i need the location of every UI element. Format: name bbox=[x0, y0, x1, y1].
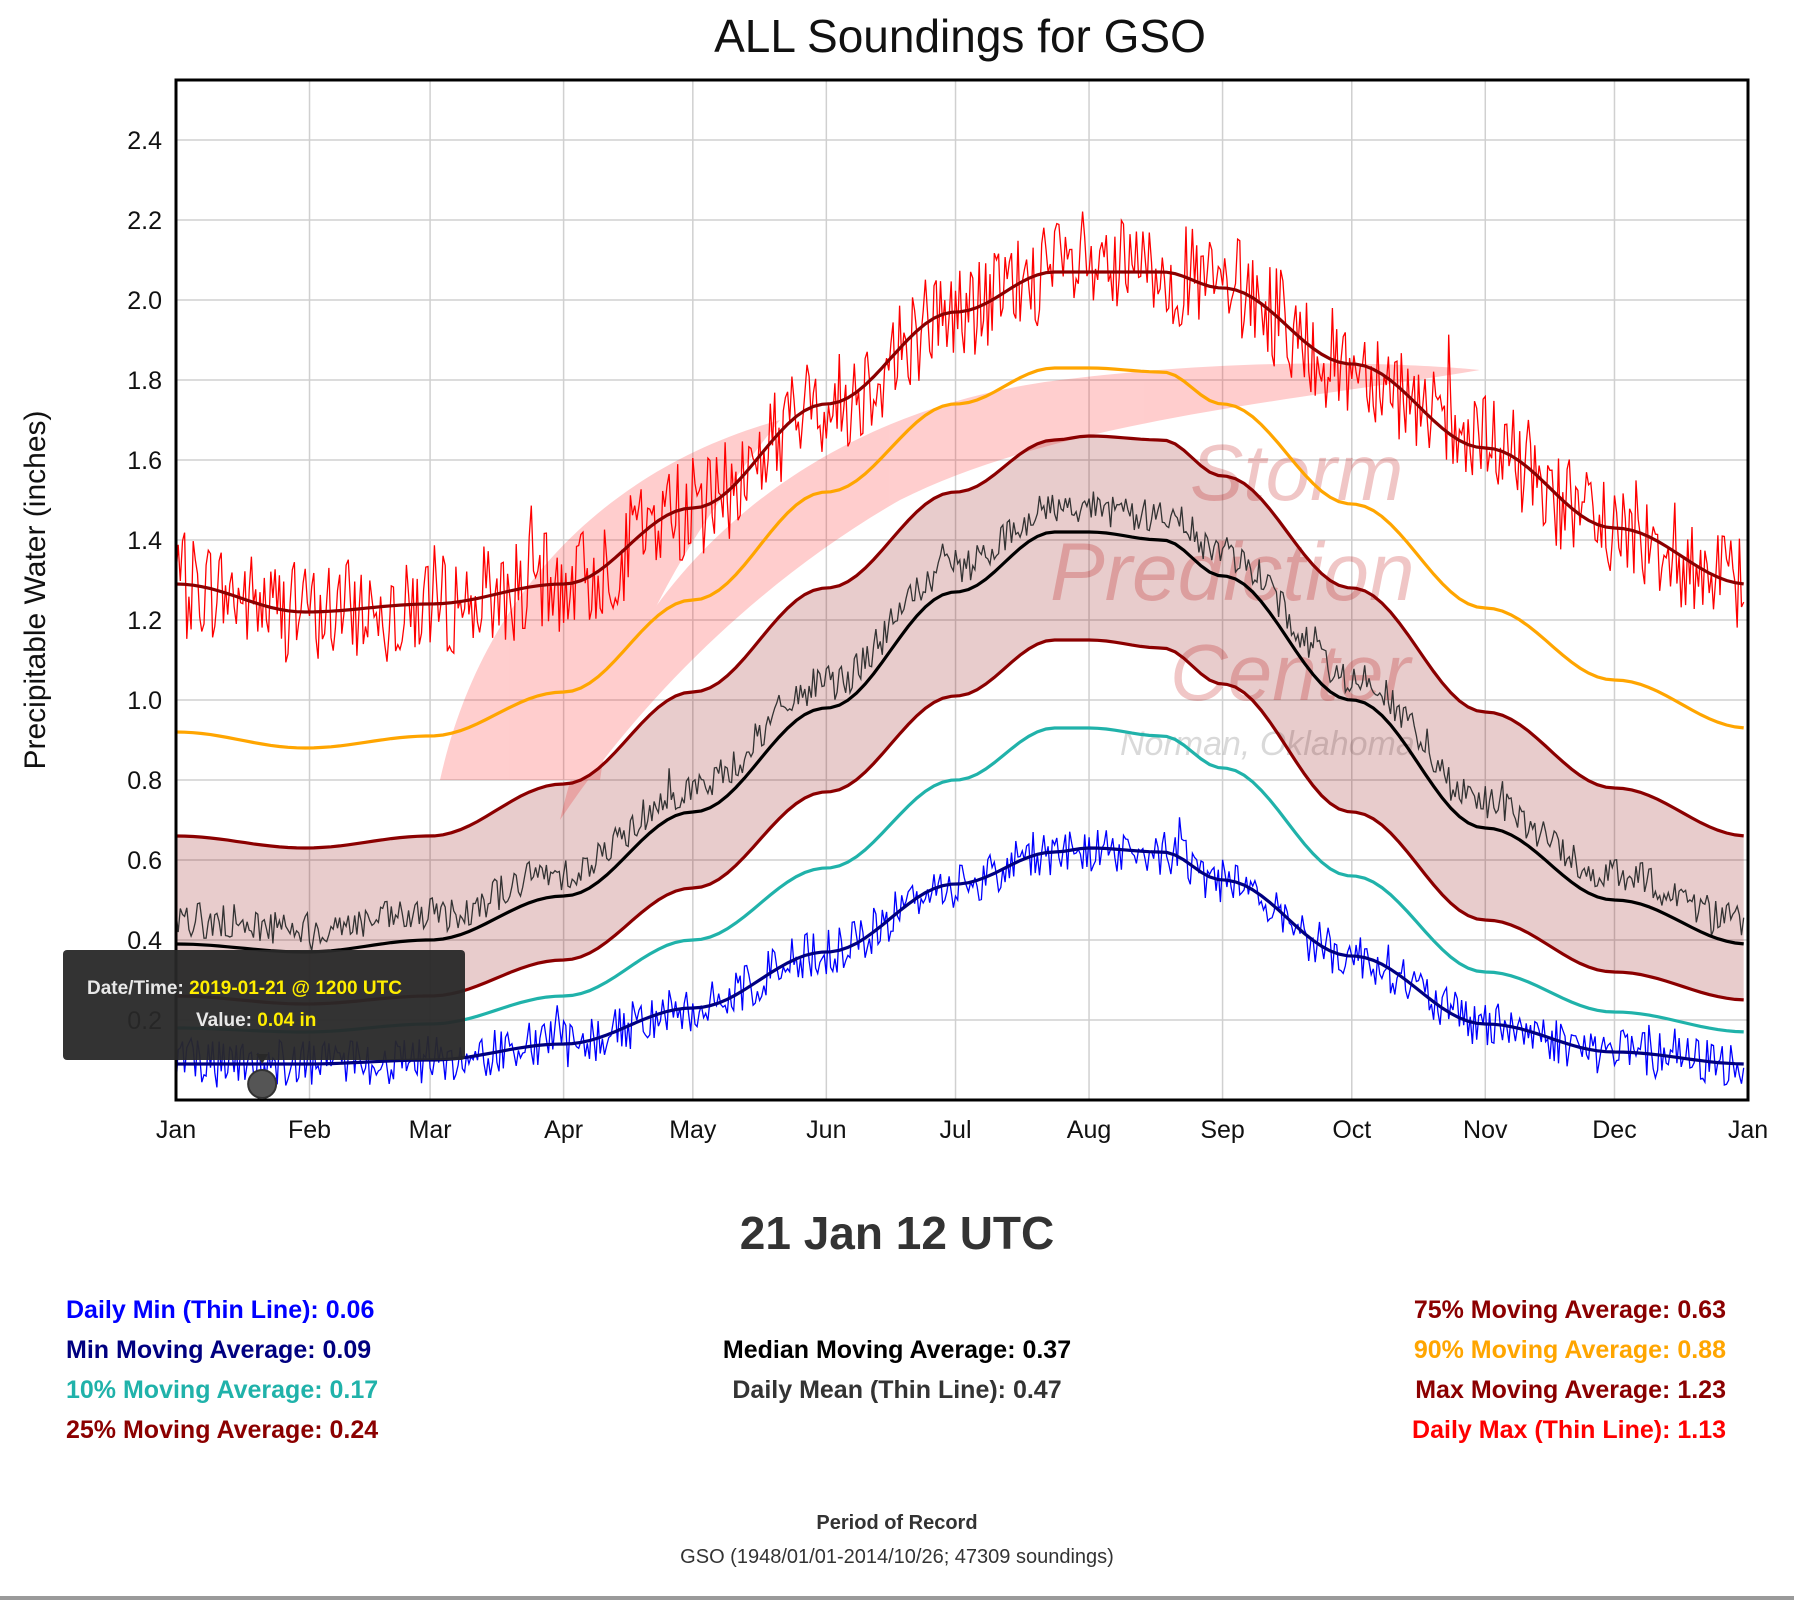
x-tick-label: Mar bbox=[409, 1116, 452, 1144]
x-tick-label: Sep bbox=[1200, 1116, 1244, 1144]
stat-min-moving-average: Min Moving Average: 0.09 bbox=[66, 1336, 372, 1364]
x-tick-label: Jul bbox=[940, 1116, 972, 1144]
stat-25pct-moving-average: 25% Moving Average: 0.24 bbox=[66, 1416, 379, 1444]
band-25-75 bbox=[176, 436, 1744, 1004]
watermark-text: Storm bbox=[1190, 428, 1403, 517]
stat-daily-mean: Daily Mean (Thin Line): 0.47 bbox=[732, 1376, 1062, 1404]
stat-daily-max: Daily Max (Thin Line): 1.13 bbox=[1412, 1416, 1726, 1444]
y-tick-label: 2.2 bbox=[127, 207, 162, 235]
highlight-point bbox=[247, 1069, 278, 1099]
series-daily-max-thin-line- bbox=[175, 211, 1745, 663]
logo-swoosh bbox=[560, 363, 1480, 820]
stat-75pct-moving-average: 75% Moving Average: 0.63 bbox=[1413, 1296, 1726, 1324]
stats-right: 75% Moving Average: 0.63 90% Moving Aver… bbox=[1412, 1290, 1726, 1450]
x-tick-label: Feb bbox=[288, 1116, 331, 1144]
x-tick-label: Jan bbox=[156, 1116, 196, 1144]
chart-title: ALL Soundings for GSO bbox=[714, 10, 1206, 62]
stat-90pct-moving-average: 90% Moving Average: 0.88 bbox=[1413, 1336, 1726, 1364]
y-tick-label: 1.0 bbox=[127, 687, 162, 715]
series-max-moving-average bbox=[175, 270, 1744, 614]
x-tick-label: Jun bbox=[806, 1116, 846, 1144]
x-tick-label: May bbox=[669, 1116, 717, 1144]
stat-daily-min: Daily Min (Thin Line): 0.06 bbox=[66, 1296, 375, 1324]
period-title: Period of Record bbox=[816, 1512, 978, 1534]
y-tick-label: 2.4 bbox=[127, 127, 162, 155]
period-text: GSO (1948/01/01-2014/10/26; 47309 soundi… bbox=[680, 1546, 1114, 1568]
stats-center: Median Moving Average: 0.37 Daily Mean (… bbox=[0, 1330, 1794, 1410]
watermark-text: Norman, Oklahoma bbox=[1120, 725, 1415, 763]
y-tick-label: 0.8 bbox=[127, 767, 162, 795]
x-tick-label: Aug bbox=[1067, 1116, 1111, 1144]
x-tick-label: Apr bbox=[544, 1116, 583, 1144]
tooltip-value-label: Value: bbox=[196, 1010, 252, 1031]
series-daily-mean-thin-line- bbox=[175, 491, 1745, 951]
selected-date: 21 Jan 12 UTC bbox=[739, 1207, 1055, 1259]
x-tick-label: Dec bbox=[1592, 1116, 1636, 1144]
y-axis-label: Precipitable Water (inches) bbox=[19, 410, 52, 769]
x-tick-label: Nov bbox=[1463, 1116, 1508, 1144]
y-tick-label: 1.4 bbox=[127, 527, 162, 555]
plot-border bbox=[174, 78, 1750, 1102]
watermark-text: Prediction bbox=[1050, 527, 1415, 618]
y-tick-label: 1.2 bbox=[127, 607, 162, 635]
y-tick-label: 1.8 bbox=[127, 367, 162, 395]
stat-max-moving-average: Max Moving Average: 1.23 bbox=[1415, 1376, 1726, 1404]
x-tick-label: Jan bbox=[1728, 1116, 1768, 1144]
y-tick-label: 2.0 bbox=[127, 287, 162, 315]
tooltip-datetime-label: Date/Time: bbox=[87, 978, 184, 999]
tooltip-datetime-value: 2019-01-21 @ 1200 UTC bbox=[189, 978, 402, 999]
stat-median-moving-average: Median Moving Average: 0.37 bbox=[722, 1336, 1072, 1364]
y-tick-label: 1.6 bbox=[127, 447, 162, 475]
tooltip: Date/Time: 2019-01-21 @ 1200 UTC Value: … bbox=[63, 950, 465, 1060]
tooltip-value-value: 0.04 in bbox=[257, 1010, 317, 1031]
stat-10pct-moving-average: 10% Moving Average: 0.17 bbox=[66, 1376, 379, 1404]
x-tick-label: Oct bbox=[1332, 1116, 1371, 1144]
stats-left: Daily Min (Thin Line): 0.06 Min Moving A… bbox=[66, 1290, 378, 1450]
series-90-moving-average bbox=[175, 366, 1744, 750]
series-median-moving-average bbox=[175, 530, 1744, 954]
bottom-divider bbox=[0, 1596, 1794, 1600]
y-tick-label: 0.6 bbox=[127, 847, 162, 875]
series-75-moving-average bbox=[175, 434, 1744, 850]
